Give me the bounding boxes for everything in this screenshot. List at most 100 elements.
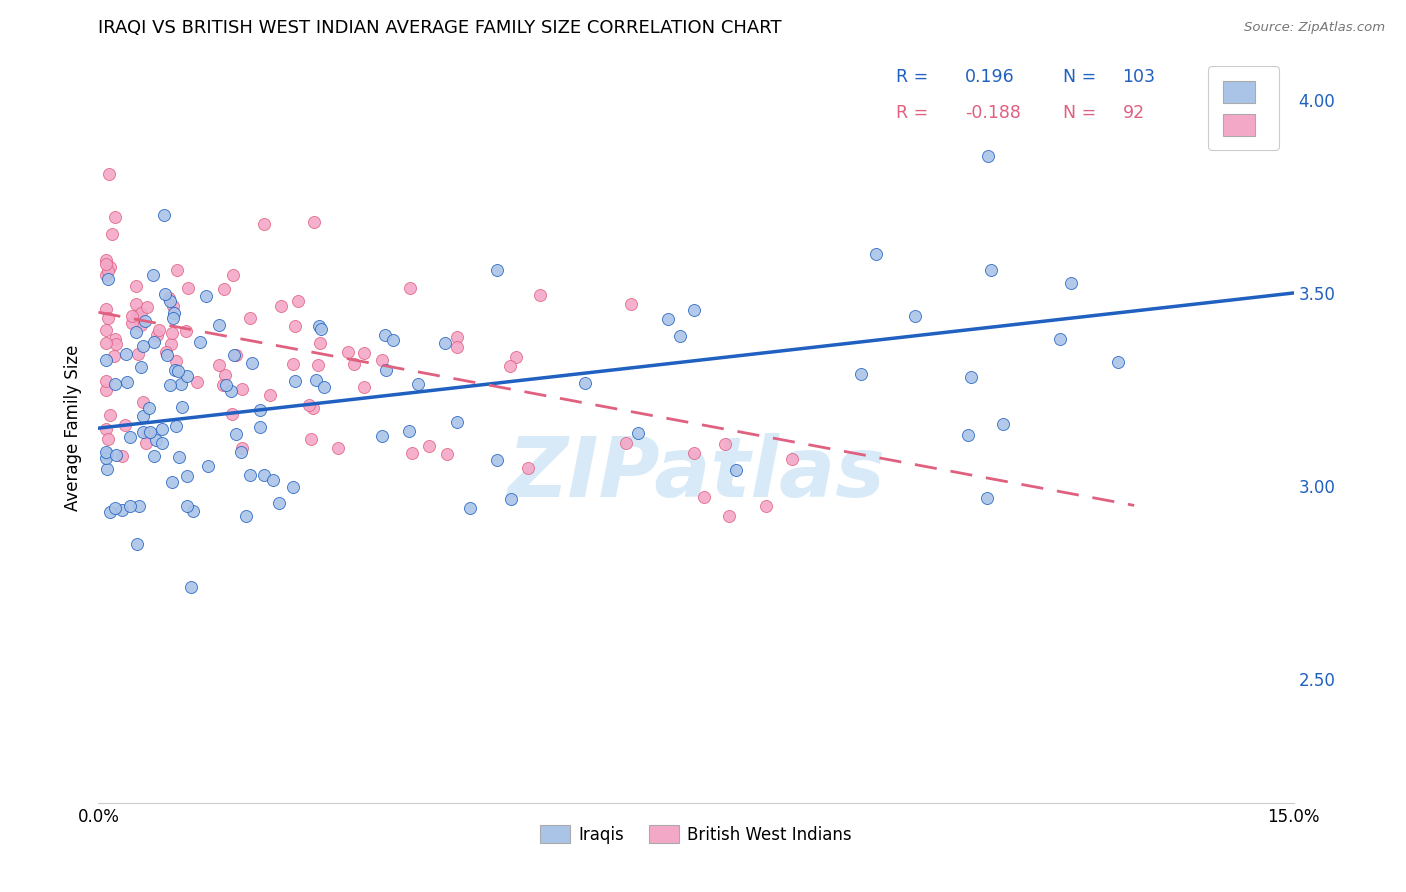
Point [343,357,366,371]
Point [297,398,319,412]
Point [153,208,176,222]
Point [96,257,118,271]
Point [162,326,184,340]
Point [231,441,253,455]
Point [270,299,292,313]
Point [104,337,127,351]
Point [977,149,1000,163]
Point [159,378,181,392]
Point [96,335,118,350]
Point [281,357,304,371]
Point [374,363,396,377]
Point [240,356,263,370]
Point [142,334,165,349]
Point [180,580,202,594]
Point [239,311,262,326]
Point [97,310,120,325]
Point [96,462,118,476]
Point [215,378,238,392]
Point [1107,355,1129,369]
Point [717,508,740,523]
Point [96,384,118,398]
Point [224,348,246,362]
Point [167,364,190,378]
Point [162,311,184,326]
Point [153,287,176,301]
Point [614,435,637,450]
Point [980,263,1002,277]
Point [284,318,307,333]
Text: 103: 103 [1122,68,1156,86]
Point [167,450,190,465]
Point [374,327,396,342]
Point [336,345,359,359]
Point [131,318,153,332]
Point [176,500,198,514]
Point [516,461,538,475]
Point [287,294,309,309]
Point [104,376,127,391]
Point [309,322,332,336]
Point [96,301,118,316]
Point [111,503,134,517]
Text: IRAQI VS BRITISH WEST INDIAN AVERAGE FAMILY SIZE CORRELATION CHART: IRAQI VS BRITISH WEST INDIAN AVERAGE FAM… [98,19,782,37]
Point [118,430,141,444]
Point [142,268,165,282]
Point [458,500,481,515]
Point [104,500,127,515]
Point [693,490,716,504]
Point [129,359,152,374]
Point [865,247,887,261]
Point [371,353,394,368]
Point [302,401,325,415]
Point [143,450,166,464]
Point [146,328,169,343]
Point [398,281,420,295]
Point [485,263,508,277]
Point [682,303,704,318]
Point [446,340,468,354]
Point [114,418,136,433]
Point [499,359,522,374]
Point [163,363,186,377]
Point [353,380,375,394]
Point [627,425,650,440]
Point [418,439,440,453]
Point [176,368,198,383]
Text: R =: R = [896,68,934,86]
Point [976,491,998,505]
Point [131,339,153,353]
Point [269,496,291,510]
Point [225,426,247,441]
Point [127,346,149,360]
Point [100,408,122,422]
Point [1060,276,1083,290]
Point [128,499,150,513]
Point [96,450,118,465]
Point [96,422,118,436]
Point [159,337,181,351]
Point [125,325,148,339]
Point [991,417,1014,431]
Point [120,500,142,514]
Point [148,323,170,337]
Point [214,368,236,383]
Point [353,345,375,359]
Text: ZIPatlas: ZIPatlas [508,433,884,514]
Point [114,347,136,361]
Point [96,323,118,337]
Point [97,272,120,286]
Point [851,367,873,381]
Point [1049,332,1071,346]
Point [326,442,349,456]
Point [135,436,157,450]
Point [103,349,125,363]
Point [174,324,197,338]
Point [446,415,468,429]
Text: -0.188: -0.188 [965,103,1021,121]
Point [97,263,120,277]
Point [308,336,330,351]
Point [253,217,276,231]
Point [104,332,127,346]
Point [166,263,188,277]
